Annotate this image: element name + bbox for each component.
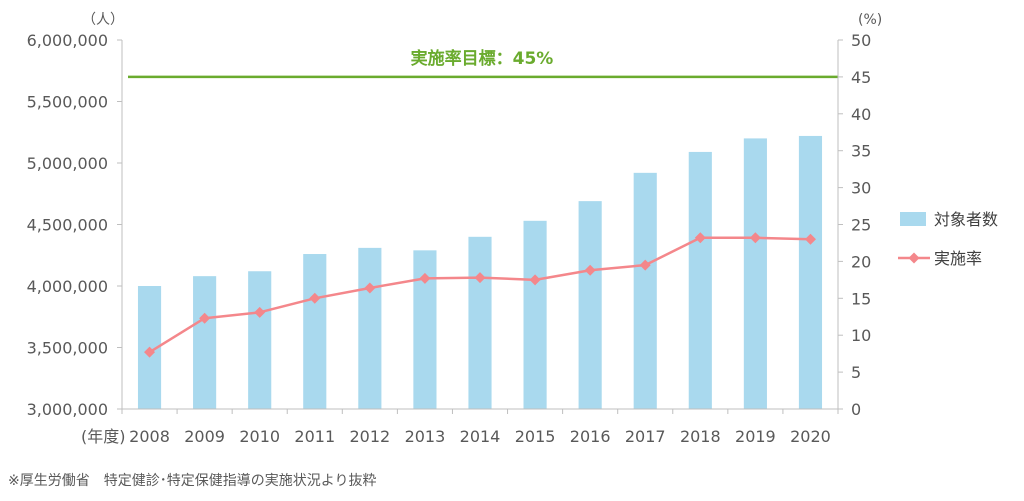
rate-point [694,232,706,244]
x-tick-label: 2017 [625,427,666,446]
legend-bar-label: 対象者数 [934,210,998,229]
legend: 対象者数 実施率 [898,210,998,268]
rate-point [199,312,211,324]
bar [303,254,327,409]
left-axis-ticks: 3,000,000 3,500,000 4,000,000 4,500,000 5,00… [27,31,122,419]
right-tick-label: 5 [851,363,861,382]
legend-line-marker [908,252,920,264]
rate-point [474,272,486,284]
x-tick-label: 2012 [349,427,390,446]
bar [523,220,547,409]
bar [743,138,767,409]
x-tick-label: 2019 [735,427,776,446]
right-tick-label: 15 [851,289,871,308]
right-axis-unit: (%) [858,12,882,28]
legend-line-label: 実施率 [934,249,982,268]
left-tick-label: 4,500,000 [27,216,108,235]
x-tick-label: 2010 [239,427,280,446]
rate-point [639,259,651,271]
rate-point [309,292,321,304]
left-tick-label: 4,000,000 [27,277,108,296]
left-tick-label: 5,500,000 [27,93,108,112]
x-tick-label: 2018 [680,427,721,446]
right-tick-label: 35 [851,142,871,161]
rate-point [364,282,376,294]
left-axis-unit: （人） [82,12,124,28]
legend-bar-swatch [900,212,926,226]
right-tick-label: 30 [851,179,871,198]
right-tick-label: 45 [851,68,871,87]
target-label: 実施率目標：45% [411,48,554,69]
x-tick-label: 2013 [405,427,446,446]
right-tick-label: 50 [851,31,871,50]
line-series [144,232,816,358]
source-note: ※厚生労働省 特定健診･特定保健指導の実施状況より抜粋 [8,473,377,489]
bar [798,135,823,409]
right-tick-label: 25 [851,216,871,235]
left-tick-label: 5,000,000 [27,154,108,173]
x-tick-label: 2011 [294,427,335,446]
x-tick-label: 2016 [570,427,611,446]
rate-point [749,232,761,244]
rate-point [584,264,596,276]
rate-point [419,272,431,284]
bar [413,250,437,409]
bar [688,151,712,409]
right-tick-label: 20 [851,252,871,271]
bar [248,271,272,409]
x-axis-prefix: (年度) [81,427,126,446]
left-tick-label: 3,000,000 [27,400,108,419]
bar [468,236,492,409]
rate-point [254,306,266,318]
x-tick-label: 2020 [790,427,831,446]
bar [358,247,382,409]
left-tick-label: 3,500,000 [27,339,108,358]
rate-point [804,233,816,245]
rate-point [529,274,541,286]
x-tick-label: 2008 [129,427,170,446]
axes [121,40,839,414]
x-tick-label: 2015 [515,427,556,446]
right-tick-label: 0 [851,400,861,419]
bar-series [137,135,823,409]
bar [578,201,602,409]
left-tick-label: 6,000,000 [27,31,108,50]
right-tick-label: 10 [851,326,871,345]
bar [193,276,217,409]
right-tick-label: 40 [851,105,871,124]
right-axis-ticks: 0 5 10 15 20 25 30 35 40 45 50 [838,31,871,419]
rate-point [144,346,156,358]
x-tick-label: 2014 [460,427,501,446]
x-axis-labels: (年度) 2008 2009 2010 2011 2012 2013 2014 2015 2016… [81,427,831,446]
x-tick-label: 2009 [184,427,225,446]
bar [633,172,657,409]
